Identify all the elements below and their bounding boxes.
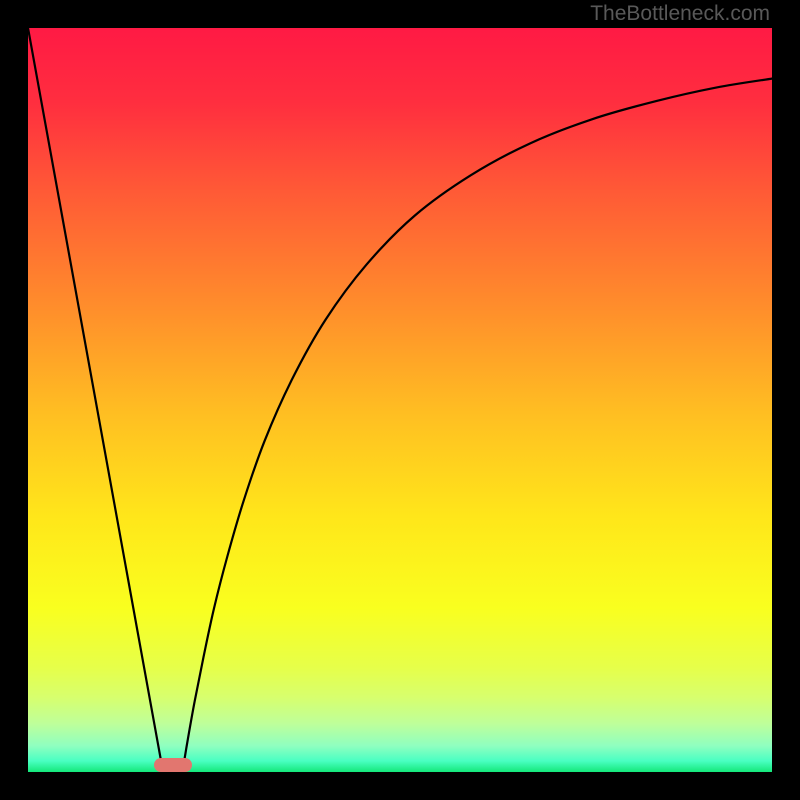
optimal-marker bbox=[154, 758, 192, 772]
watermark-text: TheBottleneck.com bbox=[590, 2, 770, 26]
plot-area bbox=[28, 28, 772, 772]
gradient-background bbox=[28, 28, 772, 772]
chart-container: TheBottleneck.com bbox=[0, 0, 800, 800]
